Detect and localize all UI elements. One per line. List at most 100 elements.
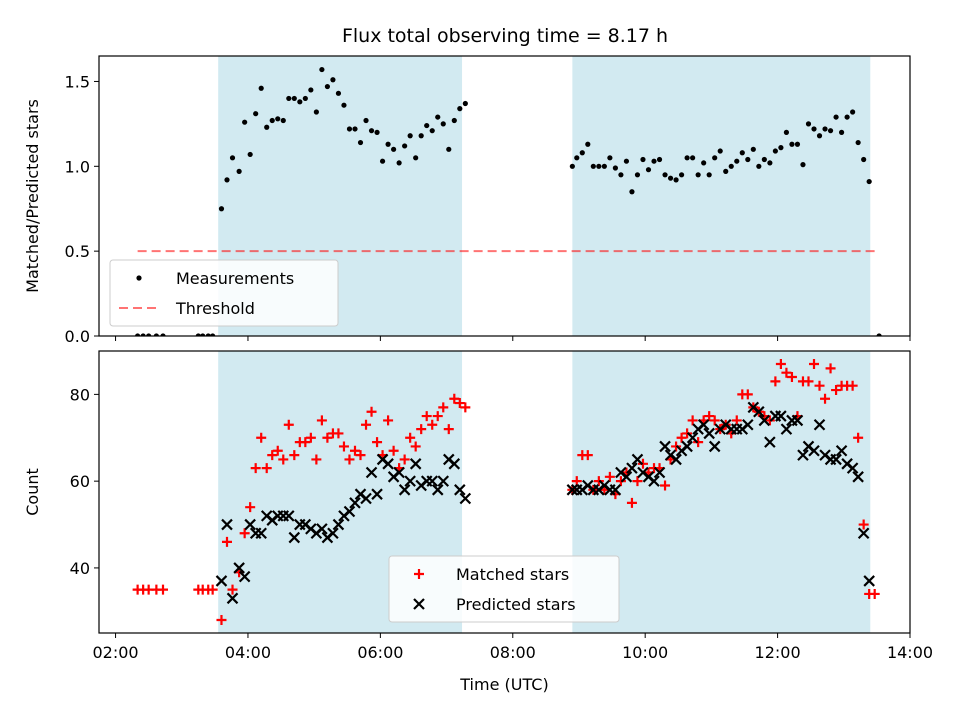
- measurement-point: [656, 156, 663, 163]
- matched-point: [388, 445, 399, 456]
- measurement-point: [446, 146, 452, 152]
- matched-point: [454, 398, 465, 409]
- measurement-point: [341, 102, 347, 108]
- matched-point: [399, 454, 410, 465]
- matched-point: [809, 359, 820, 370]
- measurement-point: [297, 99, 303, 105]
- matched-point: [460, 402, 471, 413]
- measurement-point: [391, 146, 397, 152]
- predicted-point: [371, 488, 383, 500]
- matched-point: [272, 445, 283, 456]
- predicted-point: [283, 510, 295, 522]
- predicted-point: [813, 418, 826, 431]
- matched-point: [781, 367, 792, 378]
- measurement-point: [224, 177, 230, 183]
- predicted-point: [316, 523, 328, 535]
- measurement-point: [783, 129, 790, 135]
- y-tick-label: 80: [70, 385, 90, 404]
- y-axis-label: Count: [23, 468, 42, 516]
- predicted-point: [343, 505, 356, 518]
- y-tick-label: 40: [70, 559, 90, 578]
- measurement-point: [440, 121, 446, 127]
- predicted-point: [431, 484, 444, 496]
- matched-point: [814, 380, 825, 391]
- measurement-point: [607, 155, 613, 161]
- matched-point: [825, 363, 836, 374]
- matched-point: [366, 406, 377, 417]
- x-tick-label: 10:00: [622, 643, 668, 662]
- legend-label: Matched stars: [456, 565, 569, 584]
- measurement-point: [678, 172, 685, 178]
- matched-point: [216, 614, 227, 625]
- predicted-point: [404, 475, 416, 487]
- measurement-point: [258, 85, 264, 91]
- matched-point: [283, 419, 294, 430]
- matched-point: [416, 424, 427, 435]
- measurement-point: [229, 155, 236, 161]
- measurement-point: [876, 333, 882, 336]
- measurement-point: [247, 151, 253, 158]
- legend: Matched stars Predicted stars: [388, 555, 620, 623]
- measurement-point: [866, 178, 872, 185]
- measurement-point: [789, 141, 795, 147]
- measurement-point: [140, 333, 146, 336]
- measurement-point: [302, 95, 308, 102]
- plot-area: [132, 359, 880, 625]
- measurement-point: [850, 109, 856, 115]
- measurement-point: [291, 95, 297, 102]
- measurement-point: [160, 333, 166, 336]
- predicted-point: [659, 440, 671, 453]
- matched-point: [709, 415, 720, 426]
- count-panel: 40 60 80 02:00 04:00 06:00 08:00 10:00 12:00 14:0…: [23, 350, 933, 694]
- matched-point: [267, 450, 278, 461]
- measurement-point: [218, 206, 225, 212]
- matched-point: [311, 454, 322, 465]
- measurement-point: [574, 155, 580, 161]
- legend-box: [388, 555, 620, 623]
- matched-point: [858, 519, 869, 530]
- legend: Measurements Threshold: [109, 259, 339, 327]
- predicted-point: [238, 570, 251, 583]
- measurement-point: [855, 139, 861, 146]
- measurement-point: [569, 163, 575, 169]
- measurement-point: [253, 111, 259, 117]
- x-tick-label: 02:00: [92, 643, 138, 662]
- predicted-point: [791, 414, 804, 427]
- ratio-panel: 0.0 0.5 1.0 1.5 Matched/Predicted stars Measu…: [23, 55, 911, 346]
- measurement-point: [205, 333, 211, 336]
- measurement-point: [811, 126, 817, 132]
- measurement-point: [827, 128, 834, 134]
- matched-point: [687, 415, 698, 426]
- measurement-point: [662, 172, 668, 178]
- measurement-point: [357, 139, 364, 146]
- matched-point: [443, 424, 454, 435]
- predicted-point: [454, 484, 466, 496]
- measurement-point: [308, 87, 314, 93]
- measurement-point: [623, 158, 630, 164]
- measurement-point: [728, 163, 734, 169]
- y-tick-label: 0.0: [65, 327, 90, 346]
- matched-point: [207, 584, 218, 595]
- measurement-point: [761, 156, 767, 163]
- matched-point: [361, 419, 372, 430]
- measurement-point: [195, 333, 201, 336]
- measurement-point: [596, 163, 602, 169]
- measurement-point: [844, 114, 850, 120]
- matched-point: [847, 380, 858, 391]
- matched-point: [853, 432, 864, 443]
- measurement-point: [756, 163, 762, 169]
- measurement-point: [734, 158, 740, 164]
- measurement-point: [772, 148, 778, 154]
- predicted-point: [681, 440, 693, 453]
- matched-point: [742, 389, 753, 400]
- predicted-point: [409, 458, 422, 470]
- matched-point: [775, 359, 786, 370]
- measurement-point: [324, 83, 331, 90]
- measurement-point: [424, 122, 430, 129]
- matched-point: [383, 415, 394, 426]
- predicted-point: [566, 484, 579, 496]
- measurement-point: [816, 133, 823, 139]
- measurement-point: [585, 141, 591, 147]
- measurement-point: [612, 165, 618, 171]
